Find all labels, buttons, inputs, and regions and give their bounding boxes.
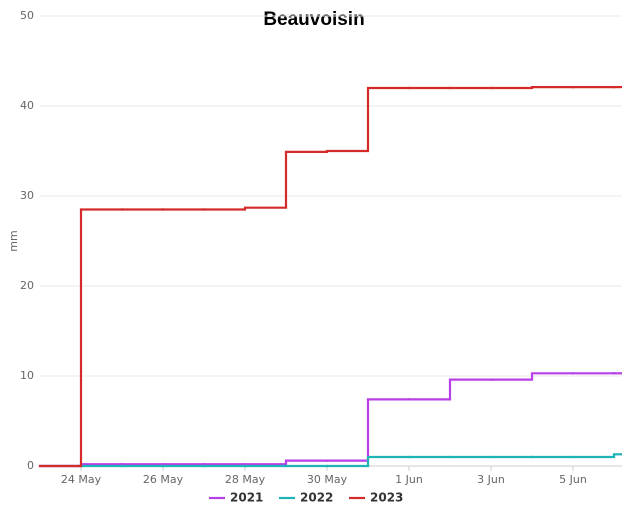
x-tick-label: 28 May [225, 473, 266, 486]
x-tick-label: 26 May [143, 473, 184, 486]
y-tick-label: 10 [20, 369, 34, 382]
y-tick-label: 20 [20, 279, 34, 292]
x-tick-label: 1 Jun [395, 473, 423, 486]
legend-label: 2023 [370, 491, 403, 505]
y-tick-label: 40 [20, 99, 34, 112]
y-tick-label: 0 [27, 459, 34, 472]
legend-label: 2022 [300, 491, 333, 505]
x-tick-label: 30 May [307, 473, 348, 486]
x-tick-label: 3 Jun [477, 473, 505, 486]
y-tick-label: 50 [20, 9, 34, 22]
x-tick-label: 5 Jun [559, 473, 587, 486]
y-tick-label: 30 [20, 189, 34, 202]
x-tick-label: 24 May [61, 473, 102, 486]
y-axis-label: mm [7, 230, 20, 251]
chart-title: Beauvoisin [263, 9, 364, 30]
legend-label: 2021 [230, 491, 263, 505]
